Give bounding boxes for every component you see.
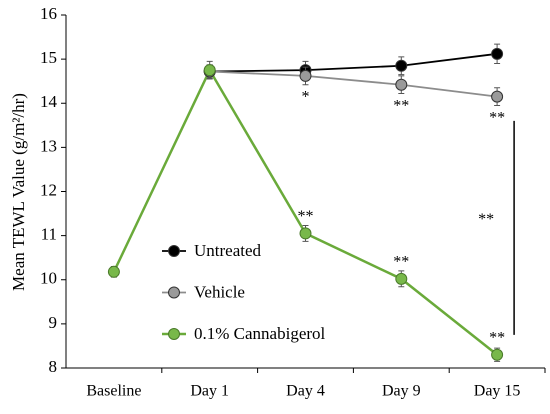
annotation: **	[478, 211, 494, 228]
data-point	[395, 78, 408, 91]
data-point	[395, 59, 408, 72]
legend-marker	[168, 245, 180, 257]
data-point	[491, 90, 504, 103]
annotation: **	[393, 97, 409, 114]
data-point	[203, 64, 216, 77]
y-tick-label: 8	[49, 357, 58, 376]
x-tick-label: Day 15	[474, 383, 521, 400]
y-tick-label: 10	[40, 269, 57, 288]
annotation: **	[489, 109, 505, 126]
series-line	[209, 70, 498, 98]
series-line	[209, 52, 498, 73]
legend-marker	[168, 328, 180, 340]
annotation: *	[302, 89, 310, 106]
y-tick-label: 13	[40, 136, 57, 155]
x-tick-label: Baseline	[86, 383, 141, 400]
y-tick-label: 9	[49, 313, 58, 332]
x-tick-label: Day 1	[190, 383, 229, 400]
x-tick-label: Day 9	[382, 383, 421, 400]
legend-marker	[168, 286, 180, 299]
data-point	[107, 265, 120, 278]
legend-label: 0.1% Cannabigerol	[194, 324, 326, 343]
y-tick-label: 15	[40, 48, 57, 67]
y-tick-label: 16	[40, 4, 57, 23]
y-tick-label: 12	[40, 180, 57, 199]
y-axis-label: Mean TEWL Value (g/m²/hr)	[9, 93, 28, 291]
x-tick-label: Day 4	[286, 383, 325, 400]
annotation: **	[298, 208, 314, 225]
y-tick-label: 14	[40, 92, 58, 111]
annotation: **	[489, 329, 505, 346]
legend-label: Vehicle	[194, 282, 245, 301]
annotation: **	[393, 254, 409, 271]
data-point	[491, 348, 504, 361]
data-point	[491, 47, 504, 60]
data-point	[299, 227, 312, 240]
legend-label: Untreated	[194, 241, 262, 260]
data-point	[395, 272, 408, 285]
y-tick-label: 11	[41, 225, 57, 244]
data-point	[299, 69, 312, 82]
